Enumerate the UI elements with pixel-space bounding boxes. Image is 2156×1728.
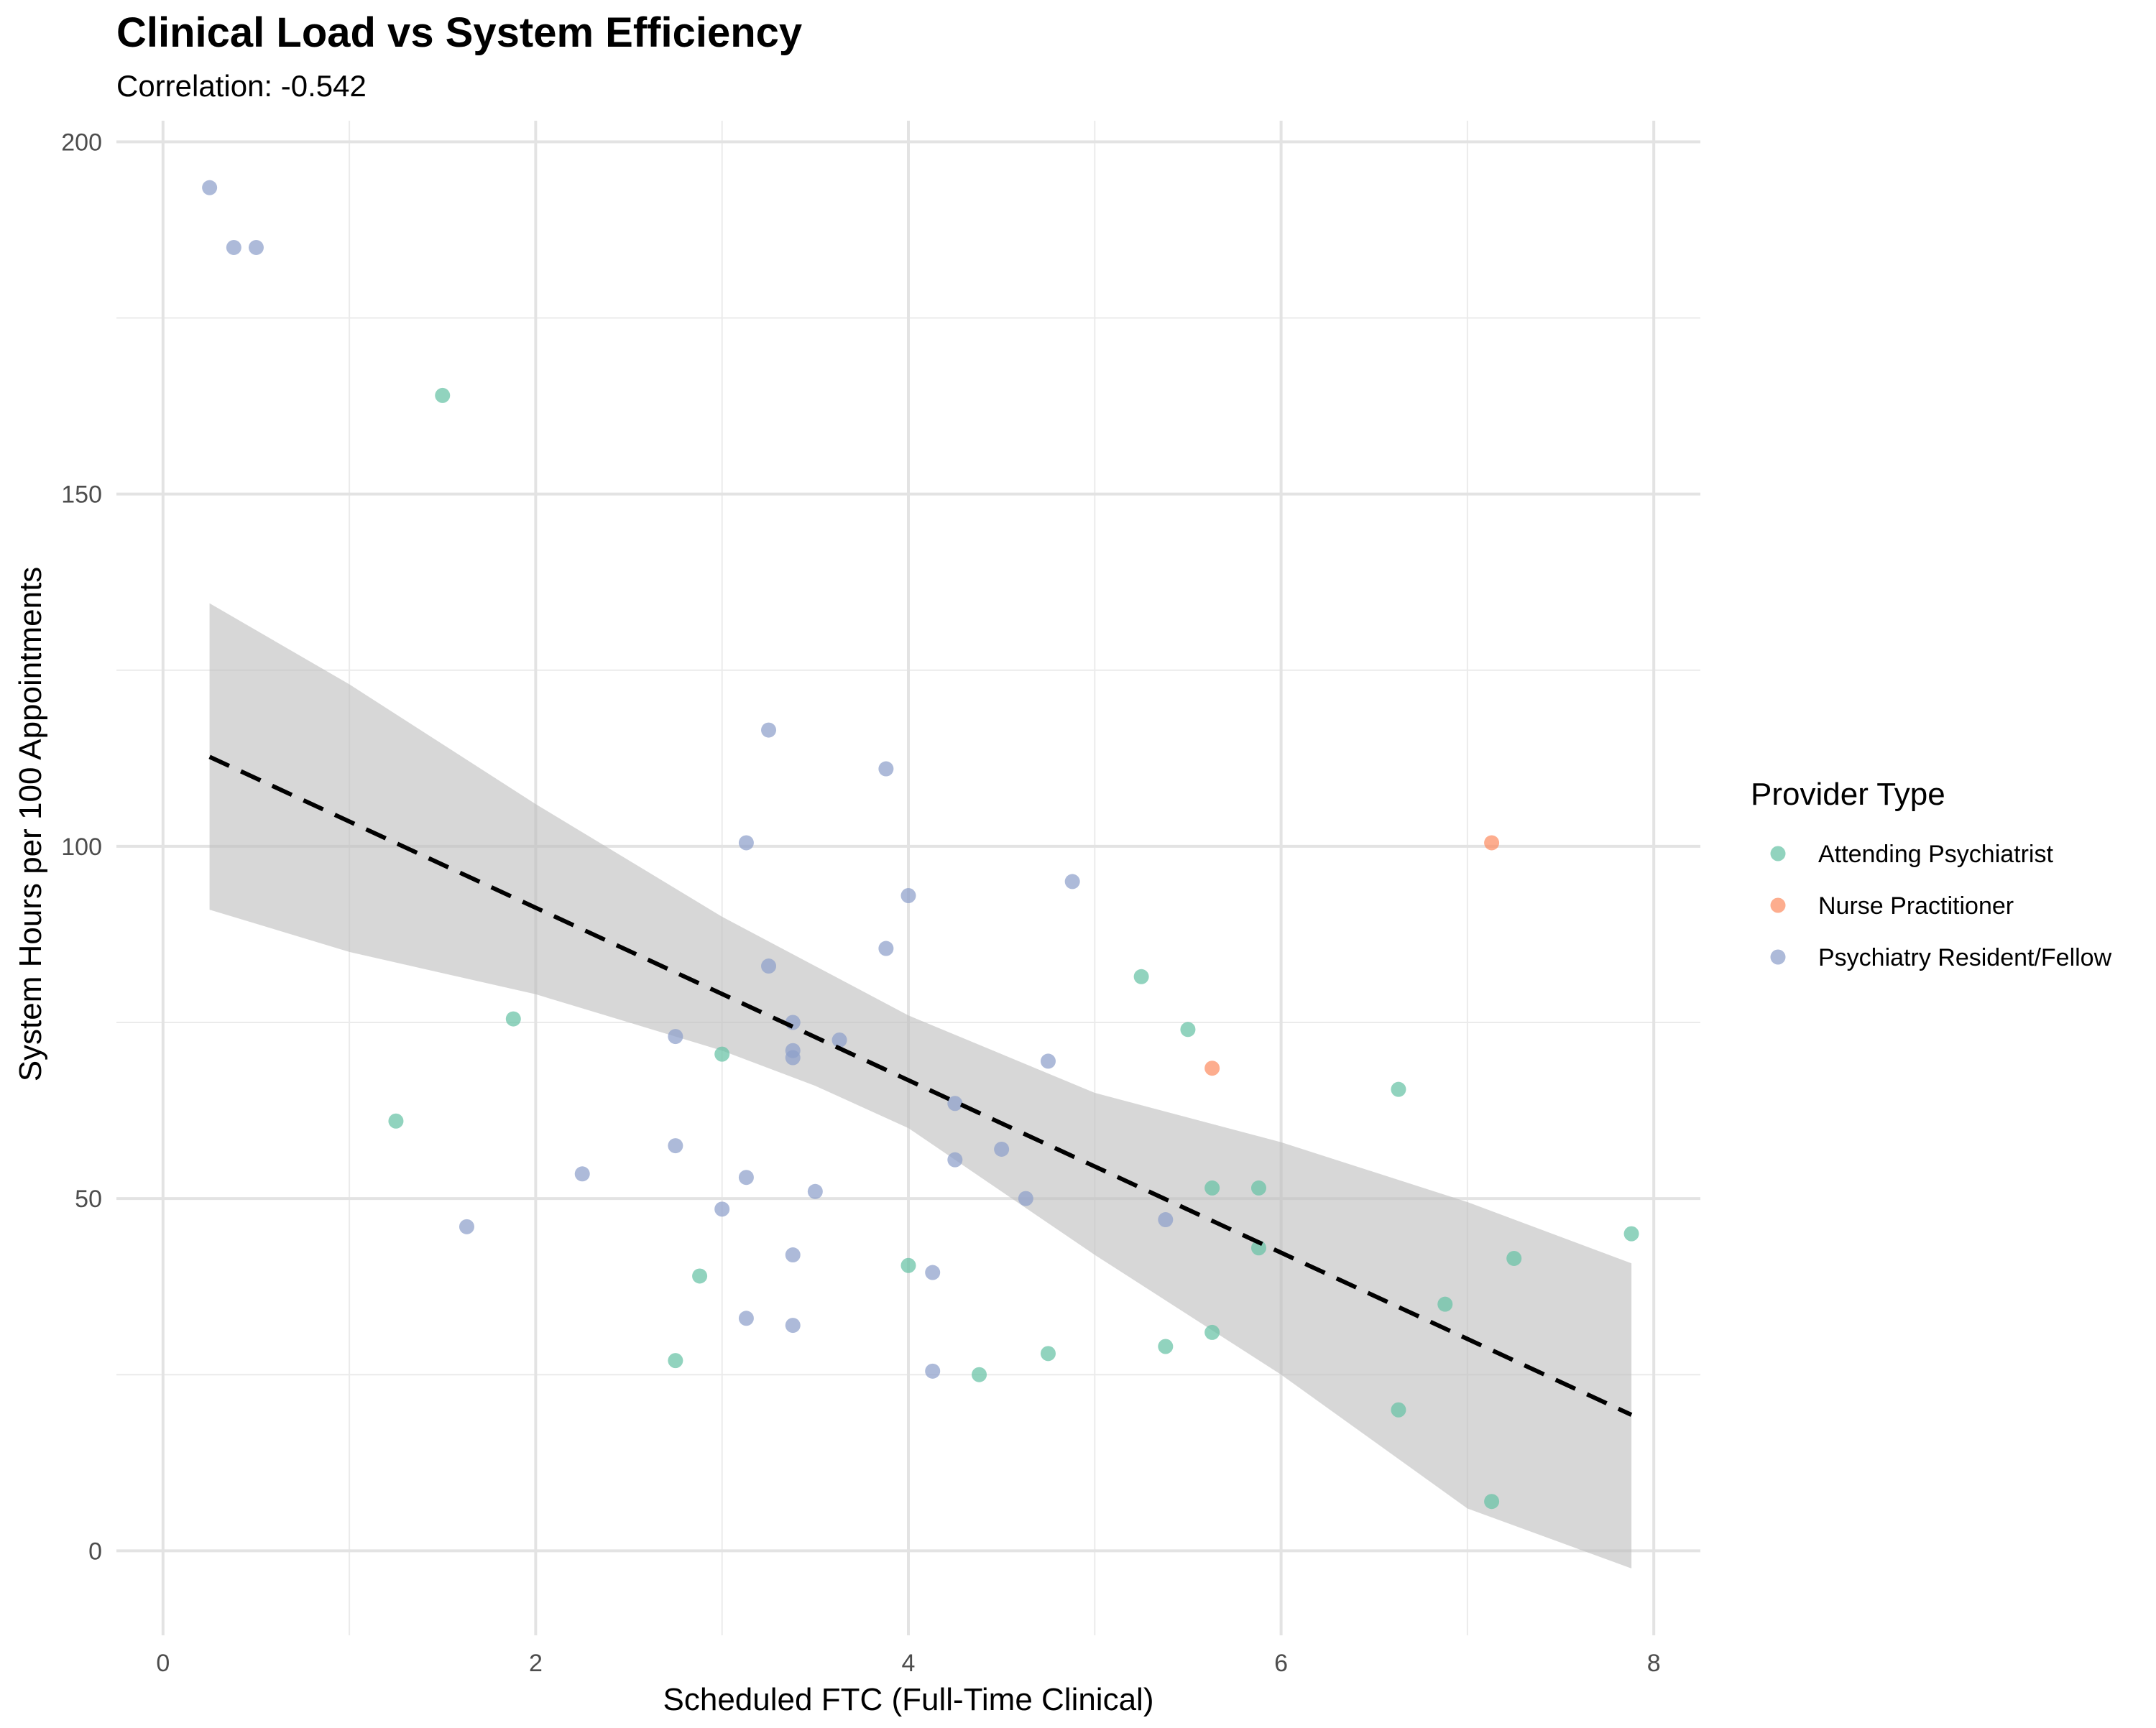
legend-key: [1770, 897, 1786, 913]
data-point: [900, 1257, 916, 1273]
data-point: [785, 1050, 801, 1066]
y-tick-label: 100: [61, 833, 102, 861]
y-tick-label: 150: [61, 481, 102, 509]
data-point: [1391, 1402, 1406, 1418]
legend-key: [1770, 846, 1786, 861]
confidence-band: [209, 603, 1632, 1568]
data-point: [1018, 1191, 1033, 1206]
data-point: [947, 1096, 963, 1112]
data-point: [1204, 1061, 1220, 1076]
data-point: [1180, 1022, 1196, 1038]
data-point: [1040, 1346, 1056, 1362]
data-point: [668, 1138, 683, 1154]
x-axis-label: Scheduled FTC (Full-Time Clinical): [663, 1682, 1154, 1717]
x-tick-label: 4: [902, 1650, 916, 1677]
data-point: [1250, 1240, 1266, 1256]
data-point: [738, 1311, 754, 1326]
chart-title: Clinical Load vs System Efficiency: [116, 9, 802, 56]
data-point: [878, 941, 894, 956]
data-point: [459, 1219, 474, 1234]
data-point: [1250, 1180, 1266, 1196]
data-point: [1437, 1296, 1453, 1312]
data-point: [761, 958, 777, 974]
data-point: [785, 1247, 801, 1263]
legend-key: [1770, 949, 1786, 965]
data-point: [831, 1032, 847, 1048]
data-point: [1204, 1324, 1220, 1340]
y-tick-label: 0: [88, 1538, 102, 1565]
chart-subtitle: Correlation: -0.542: [116, 69, 367, 103]
data-point: [878, 761, 894, 777]
trend-line: [208, 754, 1633, 1417]
data-point: [202, 180, 218, 195]
data-point: [248, 239, 264, 255]
data-point: [1484, 1494, 1500, 1510]
data-point: [505, 1011, 521, 1027]
data-point: [435, 387, 451, 403]
data-point: [1204, 1180, 1220, 1196]
data-point: [900, 888, 916, 904]
legend-entry-label: Nurse Practitioner: [1818, 892, 2014, 920]
data-point: [714, 1201, 730, 1217]
data-point: [738, 1170, 754, 1186]
data-point: [738, 835, 754, 851]
x-tick-label: 6: [1274, 1650, 1288, 1677]
legend: Provider Type Attending Psychiatrist Nurs…: [1751, 777, 2112, 971]
data-point: [388, 1113, 404, 1129]
data-point: [925, 1363, 941, 1379]
data-point: [1133, 969, 1149, 984]
x-tick-label: 8: [1647, 1650, 1661, 1677]
data-point: [1391, 1081, 1406, 1097]
data-point: [1040, 1053, 1056, 1069]
data-point: [972, 1367, 987, 1382]
data-point: [668, 1353, 683, 1369]
data-point: [1484, 835, 1500, 851]
legend-entry-label: Attending Psychiatrist: [1818, 841, 2053, 868]
data-point: [574, 1166, 590, 1182]
data-point: [807, 1183, 823, 1199]
data-point: [1623, 1226, 1639, 1242]
series-3: [202, 180, 1174, 1379]
data-point: [668, 1029, 683, 1045]
data-point: [1158, 1212, 1174, 1228]
data-point: [714, 1046, 730, 1062]
data-point: [761, 722, 777, 738]
data-point: [1506, 1250, 1522, 1266]
x-tick-label: 0: [156, 1650, 170, 1677]
series-1: [388, 387, 1639, 1510]
legend-entry-label: Psychiatry Resident/Fellow: [1818, 944, 2112, 971]
data-point: [947, 1152, 963, 1168]
data-point: [1064, 874, 1080, 890]
y-tick-label: 200: [61, 129, 102, 156]
data-point: [1158, 1339, 1174, 1354]
data-point: [226, 239, 241, 255]
data-point: [785, 1318, 801, 1334]
y-tick-label: 50: [75, 1186, 102, 1213]
series-2: [1204, 835, 1500, 1076]
x-tick-label: 2: [529, 1650, 543, 1677]
data-point: [925, 1265, 941, 1280]
y-axis-label: System Hours per 100 Appointments: [13, 567, 48, 1082]
data-point: [994, 1141, 1010, 1157]
plot-area: 0 2 4 6 8 0 50 100 150 200: [61, 121, 1700, 1677]
legend-title: Provider Type: [1751, 777, 1945, 812]
data-point: [692, 1268, 708, 1284]
